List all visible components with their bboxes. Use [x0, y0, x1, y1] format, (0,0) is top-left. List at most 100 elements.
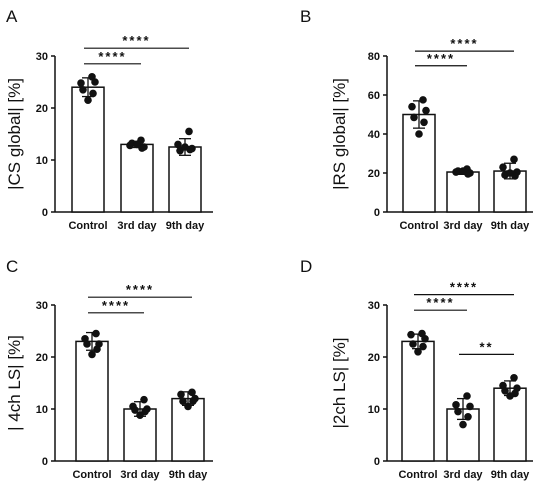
significance-label: **** [450, 36, 478, 51]
y-tick-label: 20 [36, 103, 48, 115]
data-point [91, 78, 99, 86]
data-point [501, 387, 509, 395]
y-tick-label: 30 [36, 300, 48, 312]
significance-label: **** [426, 295, 454, 310]
data-point [88, 350, 96, 359]
panel-letter: D [300, 257, 312, 276]
category-label: 3rd day [443, 469, 483, 481]
data-point [422, 106, 430, 115]
bar [120, 143, 154, 213]
significance-label: **** [102, 298, 130, 313]
data-point [459, 420, 467, 429]
y-tick-label: 30 [368, 300, 380, 312]
data-point [463, 392, 471, 400]
y-tick-label: 60 [368, 90, 380, 102]
y-tick-label: 20 [368, 168, 380, 180]
data-point [409, 340, 417, 348]
y-tick-label: 0 [374, 207, 380, 219]
bar [168, 146, 202, 213]
significance-label: **** [98, 49, 126, 64]
bar [402, 113, 436, 213]
category-label: 3rd day [117, 220, 157, 232]
y-tick-label: 10 [368, 404, 380, 416]
data-point [84, 96, 92, 104]
data-point [184, 402, 192, 411]
data-point [452, 401, 460, 409]
data-point [419, 96, 427, 104]
data-point [506, 392, 514, 400]
data-point [506, 169, 514, 177]
data-point [131, 406, 139, 414]
category-label: 3rd day [443, 220, 483, 232]
significance-label: **** [427, 51, 455, 66]
data-point [181, 143, 189, 151]
significance-label: ** [479, 339, 493, 354]
y-tick-label: 10 [36, 155, 48, 167]
data-point [408, 102, 416, 111]
bar [75, 340, 109, 462]
data-point [185, 127, 193, 136]
data-point [189, 397, 197, 406]
significance-label: **** [122, 33, 150, 48]
data-point [136, 411, 144, 420]
data-point [177, 390, 185, 399]
bar [71, 86, 105, 213]
data-point [459, 167, 467, 175]
data-point [89, 89, 97, 98]
data-point [79, 86, 87, 94]
data-point [133, 140, 141, 149]
data-point [140, 395, 148, 404]
category-label: 9th day [166, 220, 205, 232]
bar [446, 171, 480, 213]
y-tick-label: 30 [36, 51, 48, 63]
bar [401, 340, 435, 462]
data-point [410, 113, 418, 122]
data-point [174, 140, 182, 149]
data-point [420, 118, 428, 127]
category-label: 9th day [169, 469, 208, 481]
panel-letter: B [300, 7, 311, 26]
data-point [407, 330, 415, 339]
data-point [414, 348, 422, 356]
y-axis-label: |2ch LS| [%] [330, 337, 349, 428]
y-tick-label: 40 [368, 129, 380, 141]
significance-label: **** [126, 282, 154, 297]
y-tick-label: 0 [42, 207, 48, 219]
category-label: Control [72, 469, 111, 481]
category-label: 9th day [491, 469, 530, 481]
data-point [454, 407, 462, 416]
category-label: 3rd day [120, 469, 160, 481]
y-axis-label: |RS global| [%] [330, 78, 349, 190]
data-point [188, 388, 196, 397]
y-tick-label: 0 [374, 456, 380, 468]
category-label: Control [68, 220, 107, 232]
data-point [466, 402, 474, 411]
data-point [464, 413, 472, 421]
category-label: 9th day [491, 220, 530, 232]
data-point [179, 397, 187, 406]
data-point [499, 163, 507, 171]
y-tick-label: 80 [368, 51, 380, 63]
y-axis-label: | 4ch LS| [%] [5, 335, 24, 431]
data-point [93, 345, 101, 354]
data-point [510, 155, 518, 164]
y-tick-label: 20 [368, 352, 380, 364]
data-point [92, 329, 100, 338]
data-point [83, 340, 91, 348]
y-tick-label: 0 [42, 456, 48, 468]
data-point [415, 130, 423, 138]
data-point [510, 374, 518, 382]
category-label: Control [399, 220, 438, 232]
y-tick-label: 20 [36, 352, 48, 364]
data-point [419, 342, 427, 351]
category-label: Control [398, 469, 437, 481]
significance-label: **** [450, 280, 478, 295]
panel-letter: C [6, 257, 18, 276]
panel-letter: A [6, 7, 18, 26]
y-axis-label: |CS global| [%] [5, 78, 24, 190]
bar [493, 387, 527, 462]
data-point [421, 335, 429, 343]
data-point [77, 79, 85, 87]
y-tick-label: 10 [36, 404, 48, 416]
